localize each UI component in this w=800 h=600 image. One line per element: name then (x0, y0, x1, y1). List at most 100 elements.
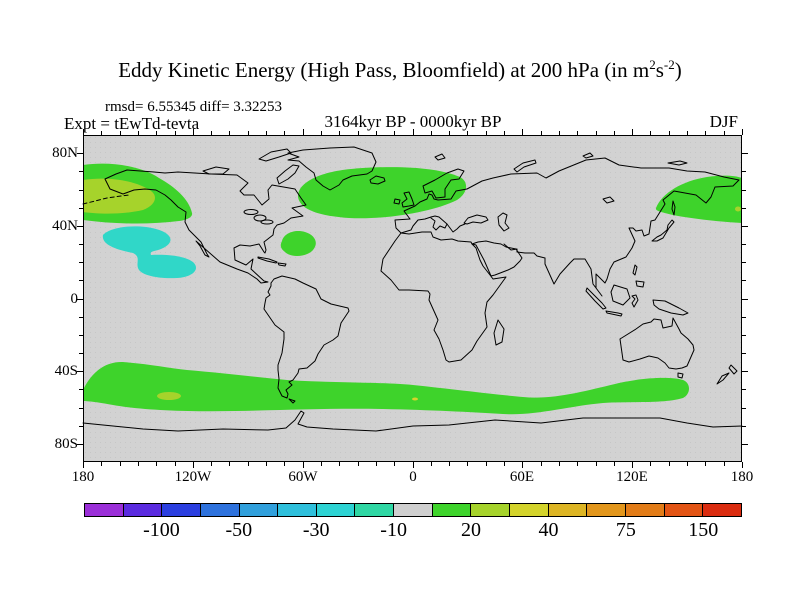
coastline-ellesmere-island (258, 148, 292, 162)
axis-tick (79, 408, 83, 409)
axis-tick (742, 426, 746, 427)
coastline-australia (619, 317, 695, 370)
axis-tick (229, 462, 230, 466)
region-southern-ocean-positive (83, 361, 689, 415)
axis-tick (742, 317, 746, 318)
coastline-south-america (263, 275, 350, 399)
lon-axis-label: 120W (174, 469, 212, 485)
axis-tick (541, 131, 542, 135)
coastline-baffin-island (276, 164, 300, 185)
axis-tick (742, 190, 746, 191)
axis-tick (742, 444, 748, 445)
coastline-new-siberian-islands (667, 160, 688, 166)
colorbar-tick-label: 20 (461, 519, 482, 541)
coastline-asia (466, 157, 740, 297)
axis-tick (79, 353, 83, 354)
axis-tick (79, 426, 83, 427)
coastline-lake-superior (243, 209, 259, 215)
axis-tick (724, 131, 725, 135)
axis-tick (175, 462, 176, 466)
colorbar-segment (431, 504, 471, 516)
axis-tick (83, 129, 84, 135)
axis-tick (79, 317, 83, 318)
axis-tick (339, 462, 340, 466)
axis-tick (614, 462, 615, 466)
axis-tick (742, 299, 748, 300)
axis-tick (79, 208, 83, 209)
axis-tick (742, 244, 746, 245)
axis-tick (266, 131, 267, 135)
axis-tick (467, 462, 468, 466)
lon-axis-label: 120E (616, 469, 648, 485)
coastline-europe (403, 188, 468, 220)
title-units-s: s (655, 58, 664, 82)
title-close-paren: ) (674, 58, 682, 82)
axis-tick (650, 131, 651, 135)
axis-tick (449, 131, 450, 135)
coastline-borneo (610, 284, 631, 306)
title-text: Eddy Kinetic Energy (High Pass, Bloomfie… (118, 58, 650, 82)
axis-tick (138, 131, 139, 135)
lon-axis-label: 180 (730, 469, 754, 485)
lon-axis-label: 0 (409, 469, 417, 485)
region-southern-ocean-spot (412, 397, 418, 401)
axis-tick (522, 129, 523, 135)
coastline-iceland (369, 175, 386, 185)
colorbar-segment (122, 504, 162, 516)
colorbar-tick-label: 40 (538, 519, 559, 541)
axis-tick (559, 131, 560, 135)
axis-tick (77, 299, 83, 300)
axis-tick (79, 244, 83, 245)
title-superscript-2: 2 (649, 57, 656, 72)
coastline-japan (651, 219, 675, 242)
axis-tick (77, 153, 83, 154)
axis-tick (101, 131, 102, 135)
axis-tick (79, 190, 83, 191)
coastline-black-sea (463, 214, 489, 225)
axis-tick (522, 462, 523, 468)
coastline-balkans-greece (446, 223, 466, 233)
axis-tick (596, 131, 597, 135)
axis-tick (742, 371, 748, 372)
axis-tick (303, 462, 304, 468)
axis-tick (339, 131, 340, 135)
axis-tick (742, 280, 746, 281)
axis-tick (541, 462, 542, 466)
axis-tick (79, 171, 83, 172)
lat-axis-label: 0 (70, 291, 79, 307)
coastline-arabia (471, 240, 523, 277)
colorbar-segment (354, 504, 394, 516)
axis-tick (79, 280, 83, 281)
axis-tick (742, 353, 746, 354)
axis-tick (248, 462, 249, 466)
title-superscript-minus2: -2 (663, 57, 675, 72)
axis-tick (156, 462, 157, 466)
map-frame (83, 135, 742, 462)
coastline-new-zealand-north (728, 364, 738, 375)
axis-tick (77, 444, 83, 445)
axis-tick (120, 462, 121, 466)
axis-tick (687, 462, 688, 466)
axis-tick (284, 462, 285, 466)
coastline-sulawesi (631, 294, 639, 308)
axis-tick (77, 226, 83, 227)
coastline-java (605, 310, 623, 317)
lat-axis-label: 80S (54, 436, 78, 452)
axis-tick (742, 389, 746, 390)
colorbar-segment (509, 504, 548, 516)
axis-tick (504, 462, 505, 466)
axis-tick (504, 131, 505, 135)
axis-tick (79, 262, 83, 263)
period-label: 3164kyr BP - 0000kyr BP (324, 112, 502, 131)
region-west-atlantic-positive (280, 231, 316, 256)
region-nw-pacific-spot (735, 206, 741, 212)
axis-tick (742, 208, 746, 209)
axis-tick (211, 462, 212, 466)
coastline-novaya-zemlya (513, 159, 537, 173)
coastline-lake-erie (260, 219, 274, 225)
axis-tick (358, 462, 359, 466)
coastline-new-zealand-south (716, 372, 730, 385)
region-ne-pacific-negative (102, 226, 197, 279)
page-title: Eddy Kinetic Energy (High Pass, Bloomfie… (0, 57, 800, 83)
